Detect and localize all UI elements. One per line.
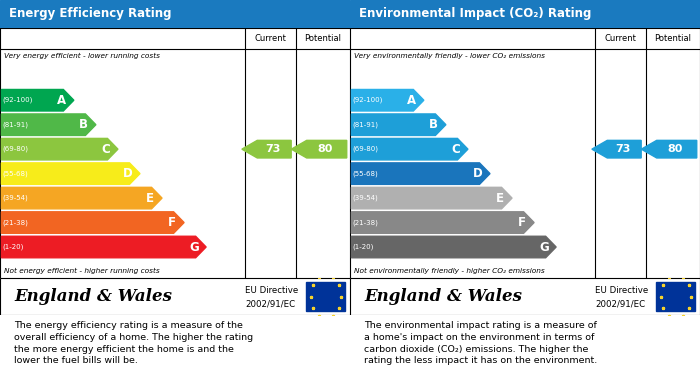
- Polygon shape: [351, 163, 490, 185]
- Text: (69-80): (69-80): [3, 146, 29, 152]
- Text: G: G: [189, 240, 199, 253]
- Polygon shape: [1, 212, 184, 233]
- Text: E: E: [146, 192, 154, 204]
- Text: (1-20): (1-20): [352, 244, 374, 250]
- Text: C: C: [102, 143, 110, 156]
- Polygon shape: [242, 140, 291, 158]
- Text: 80: 80: [317, 144, 332, 154]
- Text: B: B: [79, 118, 88, 131]
- Text: Current: Current: [254, 34, 286, 43]
- Text: F: F: [518, 216, 526, 229]
- Polygon shape: [1, 114, 96, 135]
- Text: (92-100): (92-100): [3, 97, 33, 104]
- Polygon shape: [291, 140, 346, 158]
- Text: A: A: [407, 94, 416, 107]
- Polygon shape: [351, 212, 534, 233]
- Polygon shape: [351, 187, 512, 209]
- Text: (21-38): (21-38): [352, 219, 378, 226]
- Text: (21-38): (21-38): [3, 219, 28, 226]
- Text: (39-54): (39-54): [352, 195, 378, 201]
- Polygon shape: [351, 236, 556, 258]
- Text: (81-91): (81-91): [352, 122, 379, 128]
- Bar: [307, 282, 346, 311]
- Text: Not energy efficient - higher running costs: Not energy efficient - higher running co…: [4, 268, 160, 274]
- Text: (39-54): (39-54): [3, 195, 28, 201]
- Text: C: C: [452, 143, 460, 156]
- Text: EU Directive: EU Directive: [595, 287, 648, 296]
- Polygon shape: [1, 236, 206, 258]
- Text: Potential: Potential: [304, 34, 342, 43]
- Text: Potential: Potential: [654, 34, 692, 43]
- Text: The environmental impact rating is a measure of
a home's impact on the environme: The environmental impact rating is a mea…: [364, 321, 597, 366]
- Polygon shape: [351, 138, 468, 160]
- Text: 73: 73: [615, 144, 631, 154]
- Polygon shape: [1, 187, 162, 209]
- Text: (55-68): (55-68): [352, 170, 378, 177]
- Text: (55-68): (55-68): [3, 170, 28, 177]
- Polygon shape: [592, 140, 641, 158]
- Text: 2002/91/EC: 2002/91/EC: [595, 300, 645, 308]
- Polygon shape: [351, 114, 446, 135]
- Text: Current: Current: [604, 34, 636, 43]
- Text: (92-100): (92-100): [352, 97, 383, 104]
- Text: Very energy efficient - lower running costs: Very energy efficient - lower running co…: [4, 53, 160, 59]
- Text: B: B: [429, 118, 438, 131]
- Polygon shape: [1, 90, 74, 111]
- Text: G: G: [539, 240, 549, 253]
- Text: 80: 80: [667, 144, 682, 154]
- Text: 73: 73: [265, 144, 281, 154]
- Polygon shape: [1, 163, 140, 185]
- Text: England & Wales: England & Wales: [364, 288, 522, 305]
- Text: England & Wales: England & Wales: [14, 288, 172, 305]
- Text: The energy efficiency rating is a measure of the
overall efficiency of a home. T: The energy efficiency rating is a measur…: [14, 321, 253, 366]
- Text: (1-20): (1-20): [3, 244, 24, 250]
- Text: Energy Efficiency Rating: Energy Efficiency Rating: [8, 7, 172, 20]
- Bar: [657, 282, 696, 311]
- Text: 2002/91/EC: 2002/91/EC: [245, 300, 295, 308]
- Text: Environmental Impact (CO₂) Rating: Environmental Impact (CO₂) Rating: [358, 7, 591, 20]
- Text: D: D: [123, 167, 132, 180]
- Text: EU Directive: EU Directive: [245, 287, 298, 296]
- Text: E: E: [496, 192, 504, 204]
- Polygon shape: [351, 90, 424, 111]
- Text: D: D: [473, 167, 482, 180]
- Text: Not environmentally friendly - higher CO₂ emissions: Not environmentally friendly - higher CO…: [354, 268, 545, 274]
- Polygon shape: [641, 140, 696, 158]
- Text: (81-91): (81-91): [3, 122, 29, 128]
- Text: (69-80): (69-80): [352, 146, 379, 152]
- Text: Very environmentally friendly - lower CO₂ emissions: Very environmentally friendly - lower CO…: [354, 53, 545, 59]
- Text: F: F: [168, 216, 176, 229]
- Polygon shape: [1, 138, 118, 160]
- Text: A: A: [57, 94, 66, 107]
